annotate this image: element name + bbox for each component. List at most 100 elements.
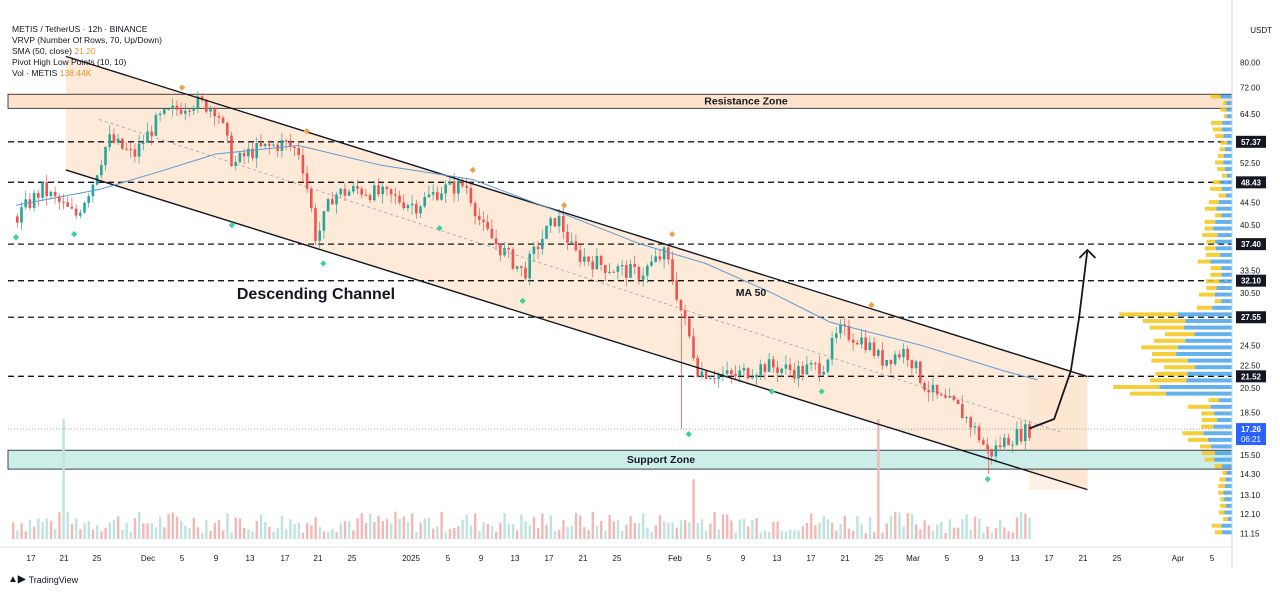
tradingview-logo[interactable]: ▲▶ TradingView — [8, 574, 78, 585]
symbol-title[interactable]: METIS / TetherUS · 12h · BINANCE — [12, 24, 148, 34]
volume-bar — [58, 512, 61, 539]
volume-bar — [663, 521, 666, 539]
candle-body — [843, 324, 846, 326]
volume-bar — [776, 521, 779, 539]
volume-bar — [805, 522, 809, 539]
price-tick-label: 20.50 — [1240, 384, 1261, 393]
time-tick-label: 17 — [281, 554, 290, 563]
volume-bar — [268, 526, 271, 539]
volume-bar — [734, 532, 737, 539]
volume-profile-down-bar — [1206, 239, 1216, 244]
candle-body — [263, 143, 267, 147]
volume-bar — [780, 531, 783, 539]
volume-profile-up-bar — [1226, 173, 1232, 178]
volume-bar — [747, 526, 750, 539]
volume-bar — [965, 514, 968, 539]
volume-bar — [335, 532, 338, 539]
volume-bar — [826, 519, 830, 539]
candle-body — [612, 271, 615, 273]
volume-bar — [839, 523, 842, 539]
candle-body — [541, 238, 544, 250]
volume-profile-down-bar — [1215, 160, 1224, 165]
volume-bar — [877, 419, 880, 539]
candle-body — [986, 444, 989, 450]
candle-body — [457, 180, 460, 194]
volume-profile-down-bar — [1153, 338, 1186, 343]
candle-body — [339, 188, 342, 195]
volume-bar — [860, 524, 863, 539]
candle-body — [1011, 444, 1014, 446]
sma-line — [15, 144, 1038, 381]
volume-indicator[interactable]: Vol · METIS 138.44K — [12, 68, 162, 79]
time-tick-label: 2025 — [402, 554, 420, 563]
volume-bar — [587, 530, 590, 539]
volume-bar — [406, 521, 410, 539]
price-tick-label: 24.50 — [1240, 341, 1261, 350]
candle-body — [402, 202, 405, 209]
candle-body — [935, 384, 939, 395]
volume-bar — [327, 531, 330, 539]
volume-bar — [553, 531, 557, 539]
pivot-indicator[interactable]: Pivot High Low Points (10, 10) — [12, 57, 127, 67]
sma-value: 21.20 — [74, 46, 96, 56]
volume-bar — [843, 515, 846, 539]
projection-area — [1029, 376, 1088, 490]
volume-bar — [1028, 517, 1031, 539]
volume-bar — [709, 523, 712, 539]
volume-profile-down-bar — [1222, 470, 1227, 475]
volume-bar — [595, 525, 599, 539]
candle-body — [738, 370, 741, 376]
currency-unit[interactable]: USDT — [1250, 26, 1272, 35]
volume-bar — [948, 519, 951, 539]
level-price-label: 48.43 — [1241, 178, 1262, 187]
candle-body — [427, 194, 431, 198]
sma-indicator[interactable]: SMA (50, close) 21.20 — [12, 46, 162, 57]
volume-profile-up-bar — [1224, 147, 1232, 152]
volume-profile-down-bar — [1211, 120, 1223, 125]
volume-profile-up-bar — [1220, 94, 1232, 99]
candle-body — [520, 266, 523, 268]
volume-profile-down-bar — [1208, 200, 1219, 205]
vrvp-indicator[interactable]: VRVP (Number Of Rows, 70, Up/Down) — [12, 35, 162, 45]
volume-label: Vol · METIS — [12, 68, 58, 78]
volume-profile-down-bar — [1212, 180, 1221, 185]
candle-body — [297, 148, 300, 155]
volume-bar — [952, 527, 956, 539]
candle-body — [66, 202, 69, 207]
candle-body — [352, 185, 355, 192]
volume-bar — [188, 528, 191, 539]
candle-body — [767, 359, 771, 372]
candle-body — [507, 247, 510, 250]
candle-body — [587, 256, 590, 262]
volume-bar — [247, 529, 250, 539]
volume-profile-up-bar — [1225, 503, 1232, 508]
volume-profile-up-bar — [1184, 325, 1232, 330]
volume-bar — [915, 524, 918, 539]
volume-profile-down-bar — [1214, 299, 1222, 304]
candle-body — [125, 148, 128, 150]
candle-body — [772, 359, 775, 368]
volume-bar — [175, 516, 179, 539]
volume-bar — [978, 518, 981, 539]
volume-profile-up-bar — [1217, 233, 1232, 238]
volume-profile-down-bar — [1214, 530, 1223, 535]
volume-bar — [923, 520, 926, 539]
volume-profile-up-bar — [1216, 206, 1232, 211]
pivot-low-marker — [685, 431, 692, 438]
volume-profile-up-bar — [1215, 219, 1232, 224]
candle-body — [717, 374, 720, 380]
candle-body — [751, 377, 754, 379]
candle-body — [217, 116, 221, 118]
candles — [16, 91, 1031, 475]
candle-body — [310, 189, 313, 209]
volume-bar — [238, 518, 242, 539]
volume-bar — [717, 529, 720, 539]
volume-bar — [306, 523, 309, 539]
resistance-zone-label: Resistance Zone — [704, 96, 788, 108]
candle-body — [524, 267, 527, 279]
time-tick-label: 9 — [979, 554, 984, 563]
volume-profile-up-bar — [1187, 371, 1232, 376]
volume-bar — [440, 511, 443, 539]
candle-body — [549, 218, 552, 226]
